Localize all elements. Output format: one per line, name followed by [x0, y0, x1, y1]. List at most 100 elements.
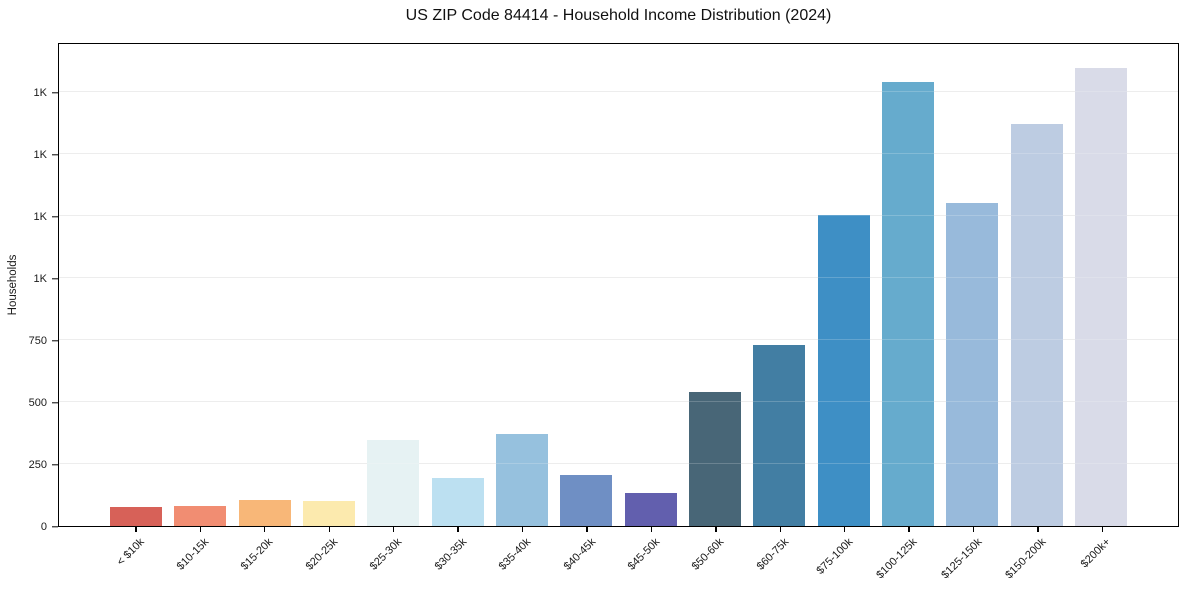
bar-slot: [104, 44, 168, 526]
gridline: [59, 276, 1178, 278]
bar: [881, 81, 934, 526]
y-tick-mark: [52, 216, 58, 218]
x-tick-mark: [650, 527, 653, 532]
gridline-overlay: [59, 462, 1178, 464]
bar-slot: [619, 44, 683, 526]
gridline-overlay: [59, 276, 1178, 278]
x-axis-slot: $30-35k: [425, 527, 489, 589]
x-tick-mark: [521, 527, 524, 532]
bar: [174, 506, 227, 526]
y-tick-mark: [52, 402, 58, 404]
x-tick-mark: [328, 527, 330, 532]
x-tick-label: $40-45k: [561, 536, 598, 573]
x-axis-slot: $20-25k: [296, 527, 360, 589]
grid-overlay-layer: [59, 44, 1178, 526]
bar-slot: [876, 44, 940, 526]
y-axis: 0 250 500 750 1K 1K 1K 1K: [0, 43, 58, 533]
x-tick-mark: [457, 527, 459, 532]
y-tick-mark: [52, 91, 58, 94]
x-axis-slot: $125-150k: [939, 527, 1005, 589]
x-tick-mark: [264, 527, 266, 532]
x-axis-slot: $10-15k: [167, 527, 231, 589]
x-tick-mark: [844, 527, 846, 532]
bar: [753, 344, 806, 526]
bar: [946, 203, 999, 526]
bar-slot: [426, 44, 490, 526]
bar: [431, 477, 484, 526]
bar-slot: [361, 44, 425, 526]
bar: [303, 501, 356, 526]
x-tick-label: $45-50k: [625, 536, 663, 573]
y-tick-mark: [52, 340, 58, 342]
plot-area: [58, 43, 1179, 527]
y-tick-mark: [52, 278, 58, 280]
x-tick-label: $125-150k: [939, 536, 985, 582]
x-tick-label: $200k+: [1079, 536, 1114, 571]
x-tick-mark: [972, 527, 975, 532]
x-axis-slot: $75-100k: [812, 527, 876, 589]
chart-title: US ZIP Code 84414 - Household Income Dis…: [405, 7, 832, 24]
x-tick-label: $60-75k: [754, 536, 792, 573]
grid-layer: [59, 44, 1178, 526]
x-axis-slot: $45-50k: [619, 527, 683, 589]
bar-slot: [554, 44, 618, 526]
x-axis-slot: $25-30k: [361, 527, 425, 589]
x-tick-label: $100-125k: [874, 536, 920, 582]
gridline: [59, 462, 1178, 464]
gridline: [59, 214, 1178, 216]
x-tick-label: $25-30k: [367, 536, 405, 573]
gridline-overlay: [59, 338, 1178, 340]
x-tick-mark: [392, 527, 395, 532]
x-tick-mark: [1037, 527, 1039, 532]
x-axis-slot: $200k+: [1070, 527, 1134, 589]
x-tick-mark: [715, 527, 717, 532]
x-tick-label: $150-200k: [1003, 536, 1049, 582]
bar-slot: [1069, 44, 1133, 526]
bar-slot: [297, 44, 361, 526]
y-tick-label: 1K: [33, 86, 47, 99]
y-tick-label: 1K: [33, 210, 47, 223]
x-tick-mark: [1101, 527, 1104, 532]
bar: [110, 507, 163, 526]
x-tick-label: $35-40k: [496, 536, 534, 573]
x-axis-slot: < $10k: [103, 527, 167, 589]
bar: [238, 499, 291, 526]
y-tick-mark: [52, 153, 58, 156]
x-axis-slot: $15-20k: [232, 527, 296, 589]
x-axis: < $10k $10-15k $15-20k $20-25k $25-30k $30-35…: [58, 527, 1179, 589]
gridline: [59, 400, 1178, 402]
bar: [1010, 123, 1063, 526]
bar: [817, 214, 870, 526]
y-tick-label: 250: [28, 458, 47, 471]
bar: [624, 492, 677, 526]
x-tick-label: $30-35k: [432, 536, 469, 573]
gridline-overlay: [59, 400, 1178, 402]
bar: [1074, 68, 1127, 526]
x-tick-mark: [199, 527, 202, 532]
x-tick-mark: [908, 527, 910, 532]
x-tick-label: $15-20k: [238, 536, 276, 573]
x-tick-label: $50-60k: [690, 536, 727, 573]
bar: [688, 391, 741, 526]
y-tick-label: 0: [40, 521, 47, 533]
x-tick-label: $20-25k: [303, 536, 341, 573]
x-tick-label: < $10k: [114, 536, 147, 569]
bar-slot: [747, 44, 811, 526]
gridline: [59, 338, 1178, 340]
x-axis-slot: $100-125k: [874, 527, 940, 589]
gridline-overlay: [59, 90, 1178, 92]
x-axis-slot: $150-200k: [1003, 527, 1069, 589]
bar-slot: [233, 44, 297, 526]
x-axis-slot: $40-45k: [554, 527, 618, 589]
y-tick-mark: [52, 464, 58, 466]
x-tick-label: $10-15k: [174, 536, 212, 573]
bar: [560, 475, 613, 526]
x-tick-label: $75-100k: [814, 536, 856, 577]
bars-layer: [59, 44, 1178, 526]
y-tick-label: 1K: [33, 272, 47, 285]
x-tick-mark: [135, 527, 137, 532]
x-axis-slot: $60-75k: [747, 527, 811, 589]
bar-slot: [683, 44, 747, 526]
x-tick-mark: [779, 527, 781, 532]
